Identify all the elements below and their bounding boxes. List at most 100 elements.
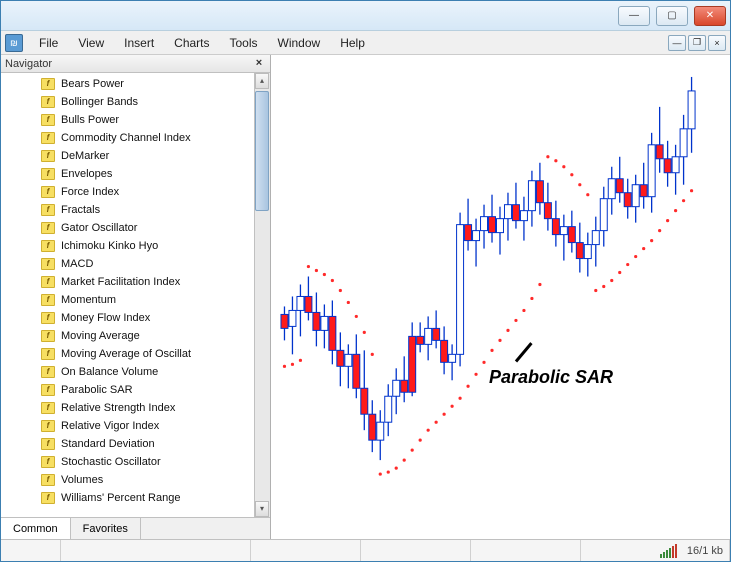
- indicator-icon: f: [41, 96, 55, 108]
- mdi-controls: — ❐ ×: [668, 35, 726, 51]
- menu-view[interactable]: View: [68, 34, 114, 52]
- indicator-label: MACD: [61, 258, 93, 270]
- indicator-label: Ichimoku Kinko Hyo: [61, 240, 158, 252]
- indicator-label: Money Flow Index: [61, 312, 150, 324]
- scroll-down-button[interactable]: ▾: [255, 501, 269, 517]
- status-cell-2: [61, 540, 251, 561]
- indicator-icon: f: [41, 168, 55, 180]
- indicator-label: Parabolic SAR: [61, 384, 133, 396]
- indicator-item[interactable]: fMACD: [1, 255, 254, 273]
- indicator-item[interactable]: f Stochastic Oscillator: [1, 453, 254, 471]
- chart-area[interactable]: Parabolic SAR: [271, 55, 730, 539]
- indicator-label: Momentum: [61, 294, 116, 306]
- indicator-icon: f: [41, 114, 55, 126]
- status-cell-4: [361, 540, 471, 561]
- tab-common[interactable]: Common: [1, 518, 71, 539]
- minimize-button[interactable]: —: [618, 6, 650, 26]
- indicator-item[interactable]: f Market Facilitation Index: [1, 273, 254, 291]
- annotation-label: Parabolic SAR: [489, 367, 613, 388]
- app-icon: ₪: [5, 34, 23, 52]
- indicator-icon: f: [41, 294, 55, 306]
- status-connection: 16/1 kb: [581, 540, 730, 561]
- indicator-item[interactable]: fFractals: [1, 201, 254, 219]
- indicator-item[interactable]: fMoving Average of Oscillat: [1, 345, 254, 363]
- menu-help[interactable]: Help: [330, 34, 375, 52]
- indicator-icon: f: [41, 330, 55, 342]
- menu-tools[interactable]: Tools: [220, 34, 268, 52]
- app-window: — ▢ ✕ ₪ File View Insert Charts Tools Wi…: [0, 0, 731, 562]
- indicator-item[interactable]: fForce Index: [1, 183, 254, 201]
- indicator-label: Bulls Power: [61, 114, 119, 126]
- menu-insert[interactable]: Insert: [114, 34, 164, 52]
- indicator-item[interactable]: f Money Flow Index: [1, 309, 254, 327]
- indicator-icon: f: [41, 222, 55, 234]
- maximize-button[interactable]: ▢: [656, 6, 688, 26]
- indicator-item[interactable]: f Parabolic SAR: [1, 381, 254, 399]
- status-cell-3: [251, 540, 361, 561]
- indicator-item[interactable]: fGator Oscillator: [1, 219, 254, 237]
- indicator-item[interactable]: fWilliams' Percent Range: [1, 489, 254, 507]
- indicator-tree[interactable]: f Bears Power f Bollinger Bands f Bulls Power…: [1, 73, 254, 517]
- indicator-label: On Balance Volume: [61, 366, 158, 378]
- indicator-item[interactable]: f Momentum: [1, 291, 254, 309]
- close-button[interactable]: ✕: [694, 6, 726, 26]
- indicator-item[interactable]: f Bears Power: [1, 75, 254, 93]
- indicator-item[interactable]: f Relative Vigor Index: [1, 417, 254, 435]
- indicator-icon: f: [41, 438, 55, 450]
- indicator-icon: f: [41, 456, 55, 468]
- indicator-item[interactable]: f Bollinger Bands: [1, 93, 254, 111]
- indicator-icon: f: [41, 402, 55, 414]
- navigator-tabs: Common Favorites: [1, 517, 270, 539]
- status-cell-5: [471, 540, 581, 561]
- navigator-body: f Bears Power f Bollinger Bands f Bulls Power…: [1, 73, 270, 517]
- candlestick-chart: [271, 55, 730, 524]
- statusbar: 16/1 kb: [1, 539, 730, 561]
- indicator-label: Fractals: [61, 204, 100, 216]
- mdi-restore-button[interactable]: ❐: [688, 35, 706, 51]
- menu-window[interactable]: Window: [268, 34, 331, 52]
- indicator-label: Market Facilitation Index: [61, 276, 180, 288]
- navigator-header[interactable]: Navigator ×: [1, 55, 270, 73]
- menu-file[interactable]: File: [29, 34, 68, 52]
- indicator-item[interactable]: fCommodity Channel Index: [1, 129, 254, 147]
- indicator-label: Stochastic Oscillator: [61, 456, 161, 468]
- indicator-item[interactable]: f Envelopes: [1, 165, 254, 183]
- navigator-close-icon[interactable]: ×: [252, 57, 266, 71]
- indicator-icon: f: [41, 384, 55, 396]
- mdi-minimize-button[interactable]: —: [668, 35, 686, 51]
- scroll-up-button[interactable]: ▴: [255, 73, 269, 89]
- indicator-icon: f: [41, 240, 55, 252]
- indicator-item[interactable]: f Bulls Power: [1, 111, 254, 129]
- tab-favorites[interactable]: Favorites: [71, 518, 141, 539]
- window-titlebar[interactable]: — ▢ ✕: [1, 1, 730, 31]
- navigator-panel: Navigator × f Bears Power f Bollinger Bands…: [1, 55, 271, 539]
- indicator-item[interactable]: f Standard Deviation: [1, 435, 254, 453]
- indicator-label: Relative Vigor Index: [61, 420, 159, 432]
- indicator-item[interactable]: fDeMarker: [1, 147, 254, 165]
- indicator-icon: f: [41, 312, 55, 324]
- indicator-label: Bollinger Bands: [61, 96, 138, 108]
- indicator-icon: f: [41, 420, 55, 432]
- indicator-label: Force Index: [61, 186, 119, 198]
- indicator-label: Bears Power: [61, 78, 124, 90]
- indicator-item[interactable]: fVolumes: [1, 471, 254, 489]
- indicator-icon: f: [41, 348, 55, 360]
- indicator-label: Envelopes: [61, 168, 112, 180]
- signal-bars-icon: [660, 544, 677, 558]
- navigator-scrollbar[interactable]: ▴ ▾: [254, 73, 270, 517]
- status-kb: 16/1 kb: [687, 545, 723, 557]
- indicator-icon: f: [41, 78, 55, 90]
- indicator-item[interactable]: fRelative Strength Index: [1, 399, 254, 417]
- indicator-item[interactable]: f On Balance Volume: [1, 363, 254, 381]
- indicator-icon: f: [41, 366, 55, 378]
- mdi-close-button[interactable]: ×: [708, 35, 726, 51]
- indicator-icon: f: [41, 150, 55, 162]
- indicator-icon: f: [41, 276, 55, 288]
- workspace: Navigator × f Bears Power f Bollinger Bands…: [1, 55, 730, 539]
- indicator-item[interactable]: fMoving Average: [1, 327, 254, 345]
- indicator-label: Standard Deviation: [61, 438, 155, 450]
- menu-charts[interactable]: Charts: [164, 34, 219, 52]
- indicator-label: Commodity Channel Index: [61, 132, 191, 144]
- indicator-item[interactable]: f Ichimoku Kinko Hyo: [1, 237, 254, 255]
- scroll-thumb[interactable]: [255, 91, 269, 211]
